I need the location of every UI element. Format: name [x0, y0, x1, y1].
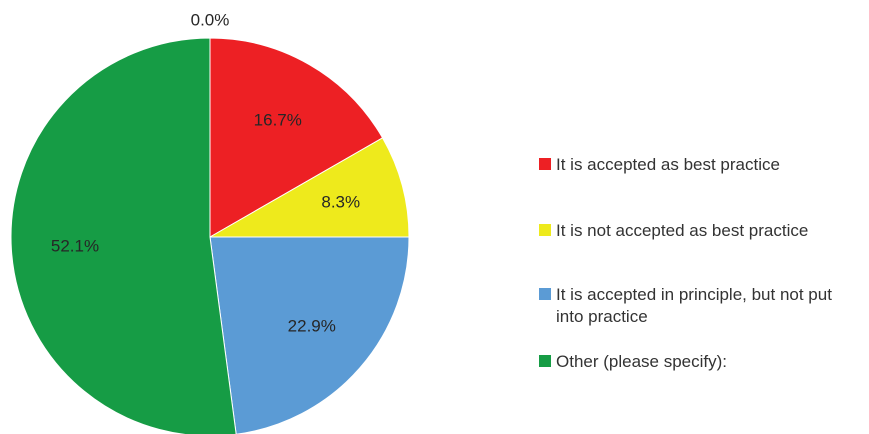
- pie-slice: [209, 37, 384, 238]
- slice-percentage-label: 52.1%: [51, 236, 99, 255]
- slice-percentage-label: 16.7%: [254, 110, 302, 129]
- legend-label: It is not accepted as best practice: [556, 221, 809, 240]
- legend-swatch: [539, 355, 551, 367]
- pie-slices: [10, 37, 410, 434]
- legend-label: Other (please specify):: [556, 352, 728, 371]
- legend-label: It is accepted as best practice: [556, 155, 780, 174]
- slice-percentage-label: 22.9%: [288, 317, 336, 336]
- legend-swatch: [539, 288, 551, 300]
- pie-slice: [209, 236, 410, 434]
- legend-swatch: [539, 224, 551, 236]
- pie-labels: 0.0% 16.7% 8.3% 22.9% 52.1%: [51, 11, 360, 336]
- legend-swatch: [539, 158, 551, 170]
- slice-percentage-label: 0.0%: [191, 11, 230, 30]
- pie-slice: [208, 137, 410, 238]
- pie-slice: [10, 37, 237, 434]
- slice-percentage-label: 8.3%: [321, 193, 360, 212]
- legend-label: It is accepted in principle, but not put…: [556, 285, 832, 326]
